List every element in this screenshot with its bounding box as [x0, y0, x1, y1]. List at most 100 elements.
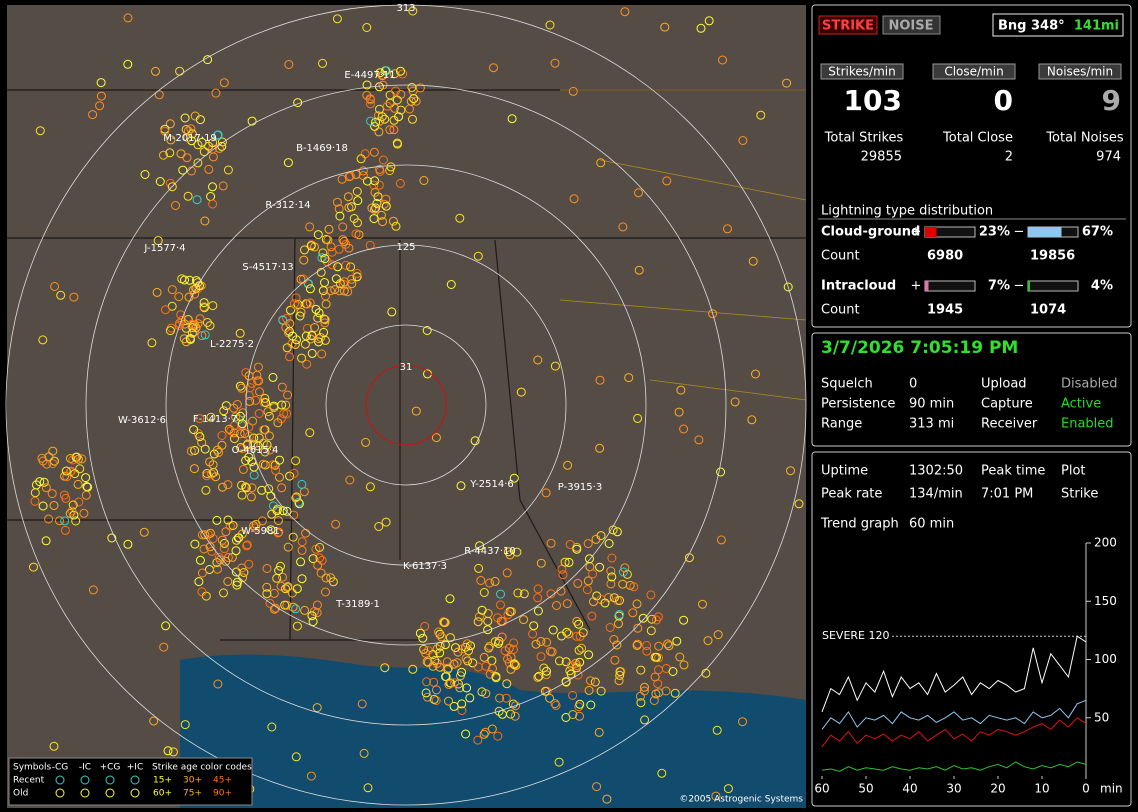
y-tick-label: 100 [1094, 652, 1117, 666]
strike-symbol [595, 443, 605, 453]
strike-symbol [223, 577, 233, 586]
strike-symbol [408, 6, 418, 16]
strike-symbol [242, 540, 252, 550]
rate-value: 9 [1102, 84, 1121, 117]
strike-symbol [319, 327, 329, 337]
strike-symbol [273, 528, 283, 538]
strike-symbol [284, 60, 294, 69]
strike-symbol [363, 783, 373, 793]
count-label: Count [821, 303, 860, 318]
strike-symbol [316, 333, 326, 342]
strike-symbol [331, 519, 341, 529]
strike-symbol [541, 488, 551, 498]
mode-button[interactable] [818, 15, 878, 35]
strike-symbol [208, 534, 218, 543]
strike-symbol [609, 635, 619, 644]
strike-symbol [604, 539, 614, 548]
strike-symbol [738, 717, 747, 727]
strike-symbol [463, 656, 473, 666]
strike-symbol [502, 568, 512, 578]
strike-symbol [279, 409, 289, 419]
strike-symbol [345, 475, 355, 485]
strike-symbol [291, 493, 301, 503]
strike-symbol [71, 516, 81, 526]
strike-symbol [560, 557, 570, 567]
strike-symbol [195, 555, 205, 565]
strike-symbol [352, 187, 362, 196]
strike-symbol [232, 535, 241, 545]
strike-symbol [314, 334, 324, 344]
strike-symbol [429, 677, 439, 687]
legend-age: 75+ [183, 789, 202, 799]
strike-symbol [491, 673, 501, 683]
strike-symbol [649, 696, 659, 705]
stat-value: 7:01 PM [981, 487, 1033, 502]
strike-symbol [564, 629, 573, 639]
strike-symbol [578, 628, 588, 638]
strike-symbol [550, 361, 560, 371]
strike-symbol [590, 677, 600, 687]
x-tick-label: 60 [814, 782, 829, 796]
strike-symbol [285, 352, 294, 362]
strike-symbol [178, 165, 188, 175]
stat-label: Peak time [981, 464, 1045, 479]
strike-symbol [479, 588, 489, 597]
storm-label: F-1413·7 [193, 414, 237, 425]
strike-symbol [44, 452, 54, 462]
strike-symbol [149, 716, 159, 726]
strike-symbol [282, 409, 292, 419]
strike-symbol [195, 432, 205, 442]
strike-symbol [199, 302, 209, 312]
strike-symbol [214, 447, 224, 457]
distance: 141mi [1074, 19, 1119, 34]
strike-symbol [615, 610, 624, 619]
strike-symbol [38, 501, 48, 511]
strike-symbol [344, 243, 354, 253]
sign: + [911, 279, 922, 294]
strike-symbol [194, 577, 204, 587]
strike-symbol [783, 282, 793, 292]
strike-symbol [312, 600, 322, 610]
strike-symbol [277, 382, 287, 392]
strike-symbol [546, 589, 556, 599]
strike-symbol [633, 623, 643, 633]
datetime: 3/7/2026 7:05:19 PM [821, 338, 1018, 358]
strike-symbol [251, 395, 261, 405]
strike-symbol [712, 725, 722, 735]
status-value: Enabled [1061, 417, 1114, 432]
strike-symbol [562, 627, 572, 637]
strike-symbol [473, 251, 483, 261]
strike-symbol [247, 116, 257, 126]
strike-symbol [369, 180, 379, 190]
mode-button[interactable] [882, 15, 941, 35]
strike-symbol [479, 652, 489, 662]
strike-symbol [68, 500, 78, 510]
strike-symbol [533, 672, 543, 682]
strike-symbol [244, 559, 254, 569]
strike-symbol [237, 419, 247, 429]
strike-symbol [574, 619, 584, 629]
legend-age: 30+ [183, 776, 202, 786]
strike-symbol [545, 20, 555, 30]
strike-symbol [73, 479, 83, 489]
strike-symbol [194, 281, 204, 291]
strike-symbol [654, 665, 663, 675]
strike-symbol [255, 387, 264, 397]
strike-symbol [68, 455, 78, 465]
bar-fill [1028, 227, 1062, 237]
strike-symbol [44, 514, 54, 524]
strike-symbol [531, 639, 541, 649]
strike-symbol [661, 686, 671, 696]
strike-symbol [260, 447, 270, 457]
sign: + [911, 225, 922, 240]
strike-symbol [562, 599, 572, 609]
strike-symbol [674, 407, 684, 417]
strike-symbol [511, 701, 521, 711]
strike-symbol [123, 59, 133, 69]
strike-symbol [542, 666, 551, 676]
strike-symbol [519, 589, 529, 599]
strike-symbol [445, 678, 455, 688]
strike-symbol [292, 621, 302, 631]
strike-symbol [545, 693, 555, 703]
